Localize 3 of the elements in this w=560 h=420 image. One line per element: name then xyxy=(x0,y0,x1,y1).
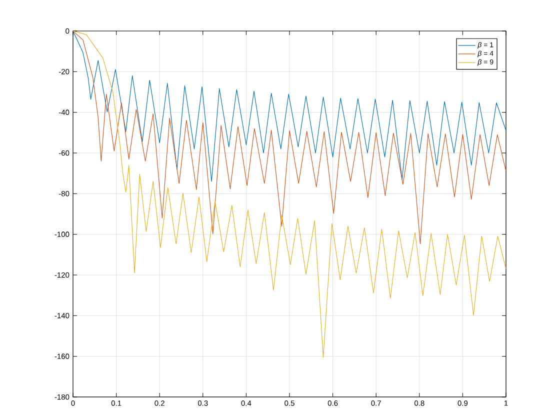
line-series xyxy=(73,30,506,182)
line-series xyxy=(73,30,506,244)
line-series xyxy=(73,30,506,358)
